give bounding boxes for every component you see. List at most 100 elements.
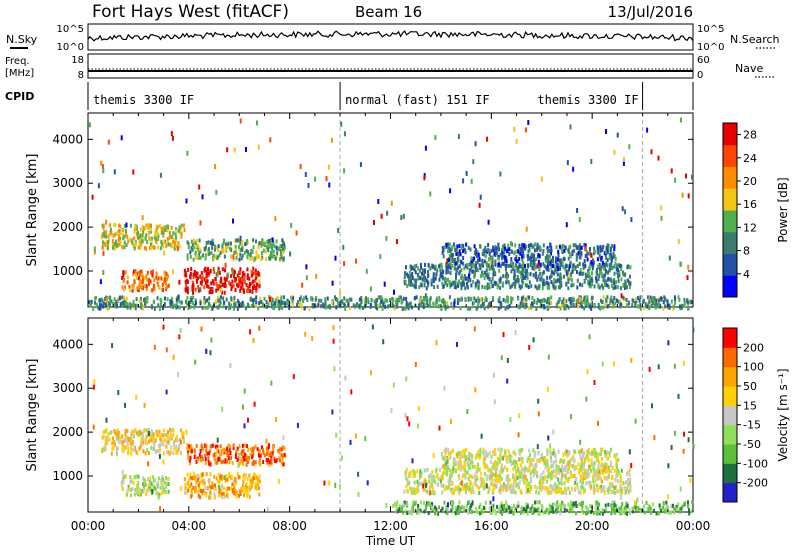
heatmap-cell	[514, 477, 517, 481]
heatmap-cell	[150, 236, 153, 241]
heatmap-cell	[102, 223, 105, 228]
heatmap-cell	[403, 489, 406, 494]
heatmap-cell	[628, 144, 631, 150]
heatmap-cell	[678, 507, 681, 512]
heatmap-cell	[616, 465, 618, 469]
heatmap-cell	[546, 254, 549, 260]
heatmap-cell	[499, 504, 502, 509]
heatmap-cell	[457, 511, 460, 515]
colorbar-swatch	[723, 166, 737, 189]
heatmap-cell	[255, 295, 258, 300]
heatmap-cell	[445, 457, 447, 462]
heatmap-cell	[152, 245, 155, 250]
heatmap-cell	[283, 446, 286, 451]
heatmap-cell	[410, 264, 413, 269]
heatmap-cell	[261, 238, 264, 243]
heatmap-cell	[390, 200, 393, 206]
heatmap-cell	[542, 476, 544, 481]
heatmap-cell	[194, 255, 197, 260]
heatmap-cell	[418, 511, 421, 515]
heatmap-cell	[623, 506, 626, 511]
heatmap-cell	[562, 297, 565, 302]
heatmap-cell	[632, 299, 635, 303]
heatmap-cell	[251, 250, 254, 254]
heatmap-cell	[169, 299, 172, 304]
heatmap-cell	[475, 475, 478, 480]
heatmap-cell	[211, 238, 214, 243]
heatmap-cell	[597, 277, 600, 282]
heatmap-cell	[515, 469, 517, 474]
heatmap-cell	[549, 448, 552, 453]
heatmap-cell	[506, 249, 509, 254]
heatmap-cell	[413, 296, 416, 301]
heatmap-cell	[506, 467, 508, 472]
heatmap-cell	[513, 273, 516, 277]
heatmap-cell	[620, 264, 623, 269]
heatmap-cell	[607, 486, 610, 491]
heatmap-cell	[400, 215, 403, 221]
heatmap-cell	[475, 264, 477, 269]
heatmap-cell	[565, 281, 568, 286]
heatmap-cell	[557, 257, 560, 262]
heatmap-cell	[104, 243, 107, 247]
heatmap-cell	[427, 281, 430, 286]
cpid-label: CPID	[5, 90, 34, 103]
heatmap-cell	[364, 302, 367, 307]
heatmap-cell	[563, 481, 566, 486]
heatmap-cell	[524, 283, 527, 288]
heatmap-cell	[190, 489, 193, 494]
heatmap-cell	[241, 279, 244, 284]
heatmap-cell	[152, 300, 155, 305]
heatmap-cell	[199, 280, 202, 285]
heatmap-cell	[559, 263, 562, 268]
heatmap-cell	[598, 472, 601, 477]
heatmap-cell	[602, 295, 605, 300]
heatmap-cell	[629, 477, 632, 482]
heatmap-cell	[576, 482, 579, 487]
heatmap-cell	[221, 249, 224, 254]
heatmap-cell	[634, 301, 637, 306]
heatmap-cell	[162, 228, 165, 232]
heatmap-cell	[511, 283, 514, 288]
heatmap-cell	[628, 473, 631, 477]
heatmap-cell	[307, 182, 310, 188]
heatmap-cell	[495, 483, 498, 488]
heatmap-cell	[122, 273, 125, 278]
heatmap-cell	[612, 299, 615, 304]
heatmap-cell	[541, 271, 544, 276]
heatmap-cell	[617, 268, 619, 272]
heatmap-cell	[536, 298, 539, 302]
heatmap-cell	[639, 295, 642, 300]
heatmap-cell	[264, 249, 267, 254]
heatmap-cell	[618, 270, 621, 275]
heatmap-cell	[650, 510, 653, 515]
heatmap-cell	[555, 259, 557, 264]
heatmap-cell	[579, 479, 582, 484]
heatmap-cell	[105, 304, 108, 309]
heatmap-cell	[144, 480, 147, 485]
heatmap-cell	[510, 261, 513, 266]
heatmap-cell	[229, 486, 232, 491]
heatmap-cell	[454, 258, 456, 262]
heatmap-cell	[434, 276, 437, 281]
heatmap-cell	[471, 454, 474, 459]
heatmap-cell	[202, 488, 205, 493]
heatmap-cell	[331, 280, 334, 286]
heatmap-cell	[493, 478, 496, 483]
heatmap-cell	[154, 449, 157, 454]
heatmap-cell	[432, 274, 435, 279]
heatmap-cell	[179, 450, 182, 455]
heatmap-cell	[516, 277, 519, 283]
heatmap-cell	[603, 266, 605, 271]
heatmap-cell	[570, 283, 573, 288]
heatmap-cell	[208, 451, 210, 456]
heatmap-cell	[126, 280, 129, 285]
heatmap-cell	[343, 296, 346, 301]
heatmap-cell	[586, 449, 589, 454]
heatmap-cell	[220, 278, 222, 283]
heatmap-cell	[146, 448, 149, 453]
heatmap-cell	[192, 257, 195, 262]
heatmap-cell	[314, 297, 317, 302]
heatmap-cell	[587, 456, 590, 461]
y-tick-label: 2000	[52, 220, 83, 234]
